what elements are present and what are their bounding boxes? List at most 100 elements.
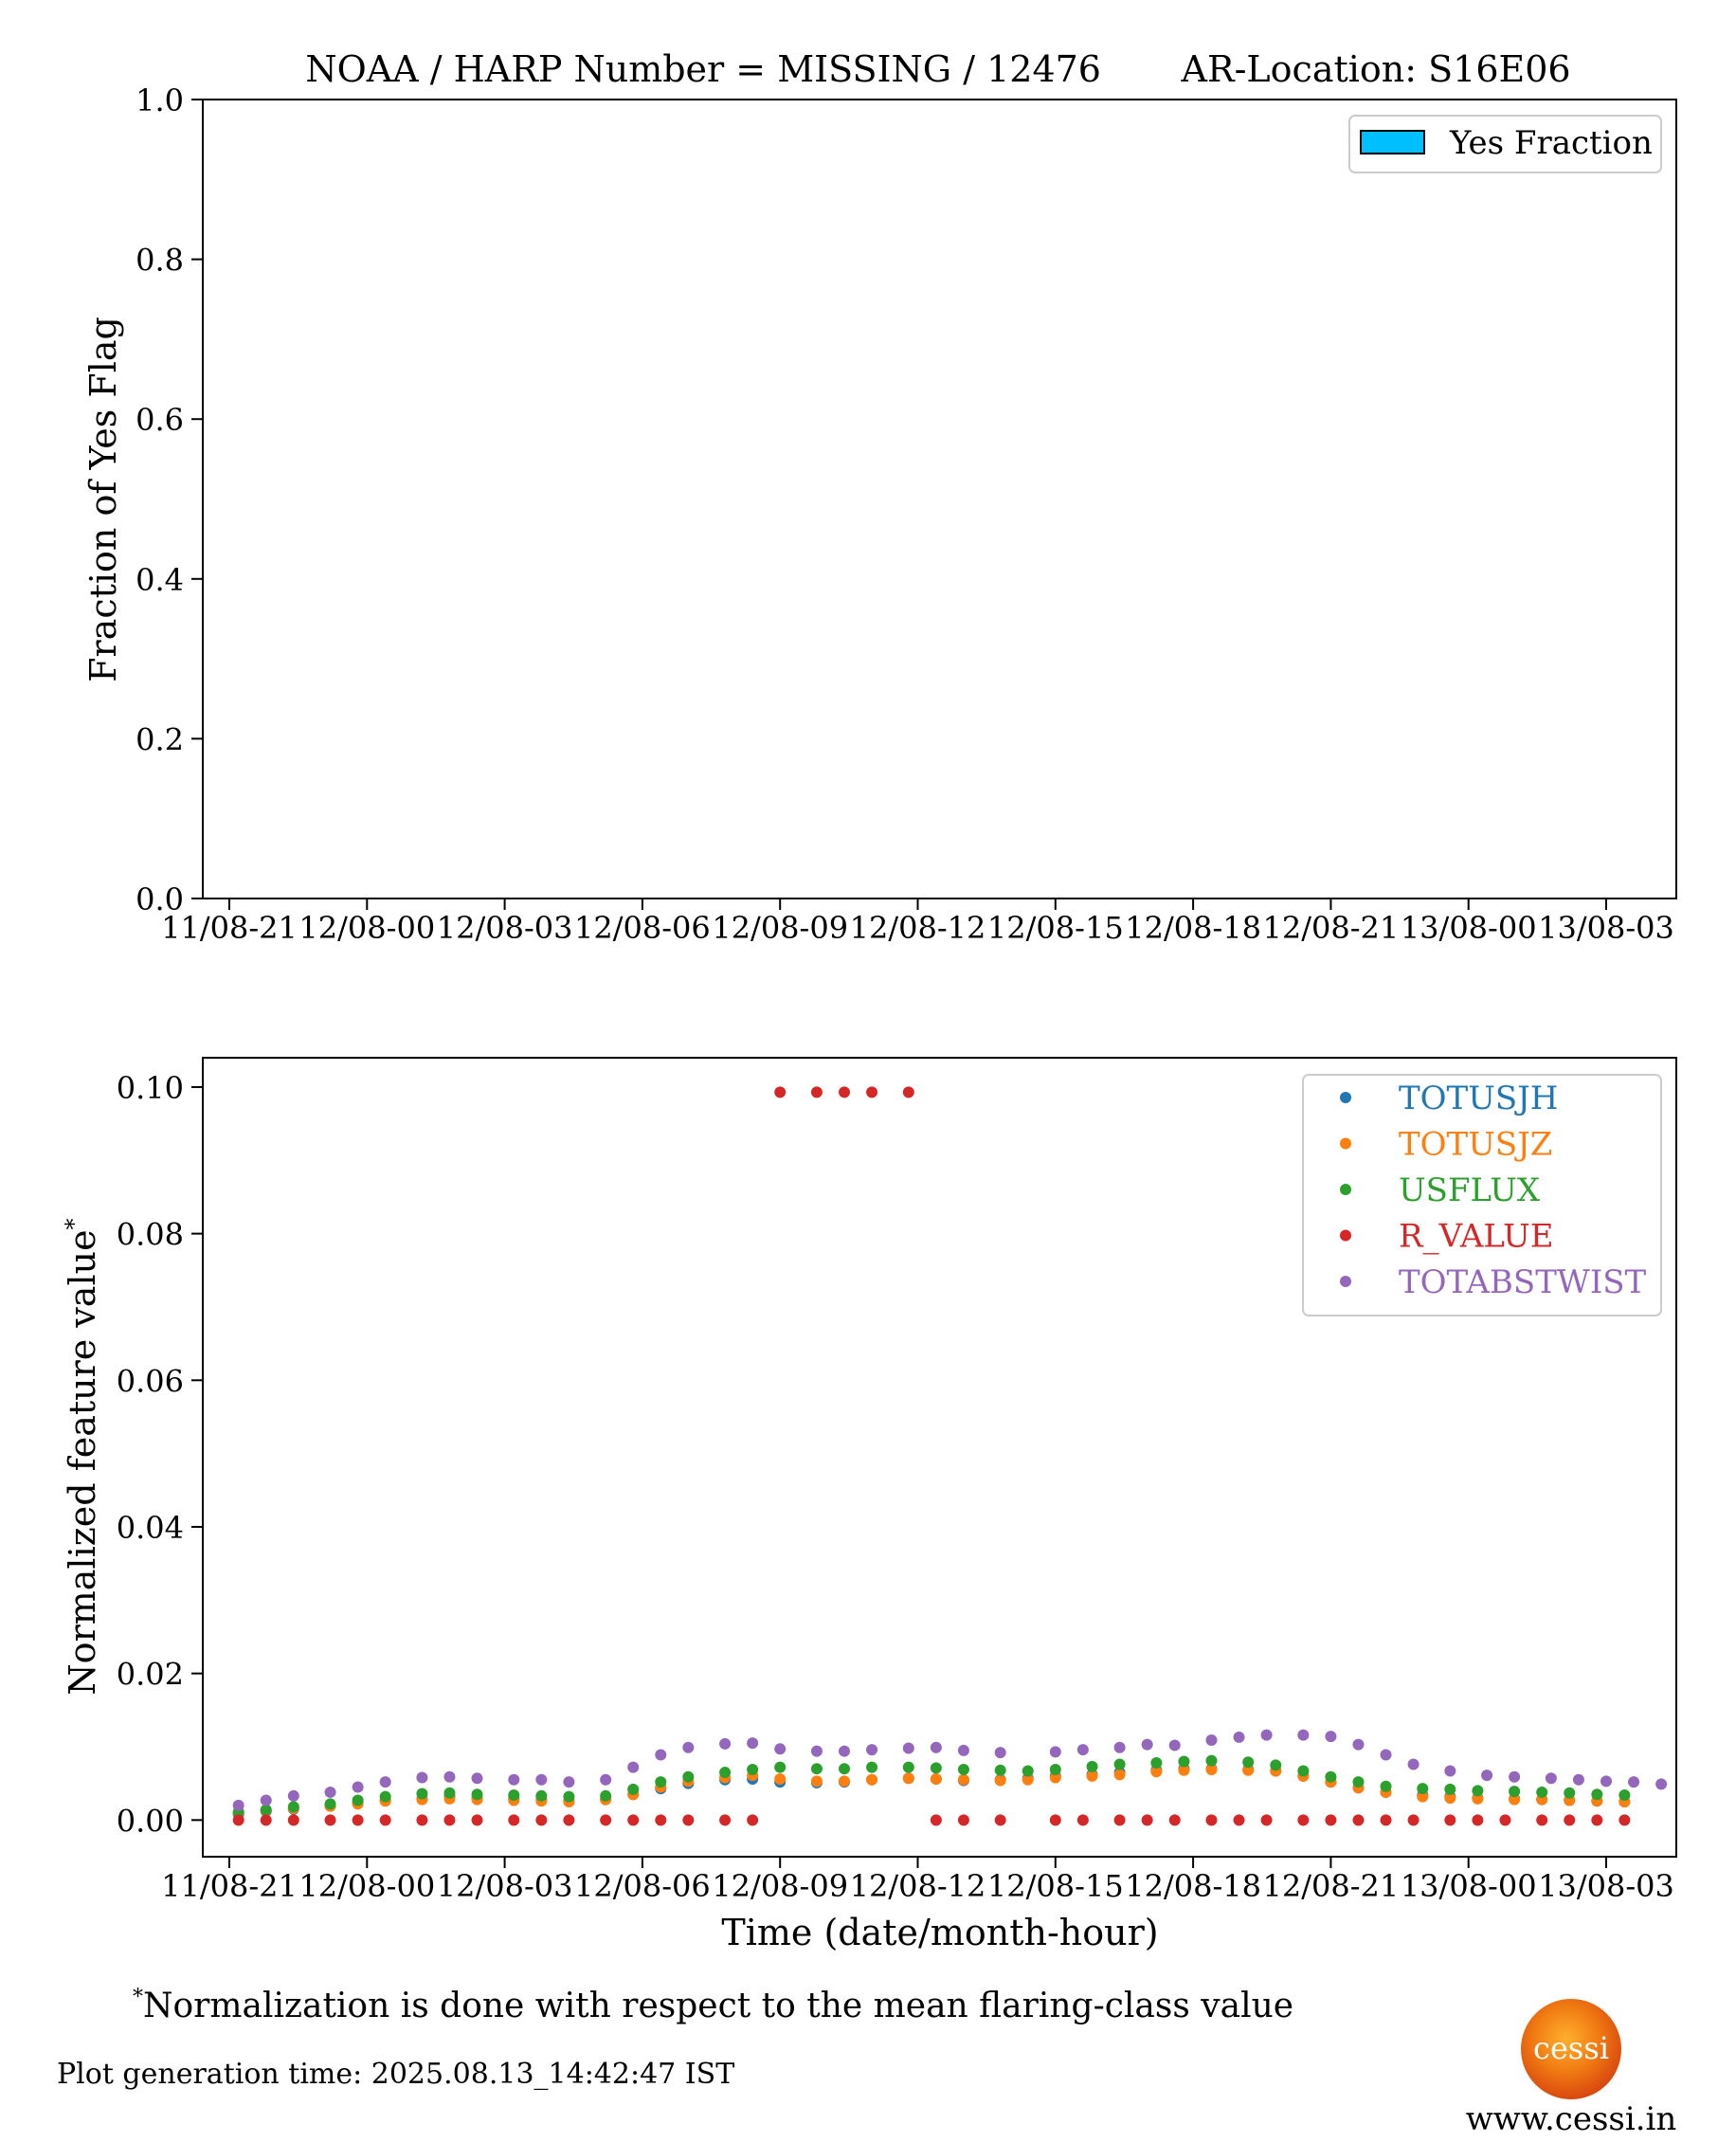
legend-marker [1340, 1137, 1351, 1150]
data-point [957, 1763, 969, 1775]
data-point [1444, 1765, 1456, 1777]
data-point [1325, 1770, 1337, 1783]
legend-marker [1340, 1229, 1351, 1242]
data-point [810, 1086, 823, 1098]
data-point [747, 1814, 759, 1826]
data-point [1086, 1770, 1098, 1782]
bottom-legend-entries: TOTUSJH TOTUSJZ USFLUX R_VALUE TOTABSTWIST [1340, 1080, 1647, 1301]
data-point [930, 1773, 942, 1786]
data-point [1325, 1814, 1337, 1826]
data-point [563, 1814, 575, 1826]
top-x-tick-label: 12/08-12 [850, 910, 986, 946]
data-point [1233, 1731, 1245, 1743]
data-point [1417, 1790, 1429, 1803]
data-point [747, 1763, 759, 1775]
top-axes-frame [202, 99, 1677, 899]
data-point [1380, 1749, 1392, 1761]
bottom-x-ticks: 11/08-21 12/08-00 12/08-03 12/08-06 12/08-09… [161, 1857, 1674, 1904]
bottom-legend: TOTUSJH TOTUSJZ USFLUX R_VALUE TOTABSTWIST [1302, 1074, 1662, 1316]
data-point [379, 1814, 391, 1826]
bottom-y-tick-label: 0.06 [117, 1363, 184, 1399]
series-totabstwist [232, 1729, 1668, 1811]
data-point [1049, 1771, 1061, 1784]
data-point [508, 1773, 520, 1786]
data-point [902, 1086, 914, 1098]
data-point [1242, 1756, 1255, 1769]
data-point [443, 1787, 456, 1799]
logo-url[interactable]: www.cessi.in [1466, 2100, 1677, 2138]
bottom-y-axis-label: Normalized feature value* [61, 1218, 103, 1695]
data-point [902, 1772, 914, 1785]
data-point [1150, 1757, 1163, 1770]
data-point [866, 1744, 878, 1756]
bottom-y-tick-label: 0.10 [117, 1070, 184, 1106]
data-point [260, 1814, 272, 1826]
data-point [1260, 1729, 1273, 1741]
data-point [1297, 1729, 1310, 1741]
data-point [1242, 1764, 1255, 1776]
data-point [1270, 1759, 1282, 1771]
bottom-x-tick-label: 12/08-15 [987, 1868, 1124, 1904]
data-point [1472, 1785, 1484, 1797]
top-x-tick-label: 12/08-15 [987, 910, 1124, 946]
data-point [774, 1743, 787, 1755]
data-point [957, 1744, 969, 1756]
data-point [902, 1761, 914, 1773]
top-x-tick-label: 12/08-18 [1125, 910, 1261, 946]
fraction-panel: 0.00.20.40.60.81.0 11/08-21 12/08-00 12/08… [82, 82, 1677, 946]
bottom-legend-frame [1302, 1074, 1662, 1316]
top-y-tick-label: 0.6 [136, 402, 184, 438]
data-point [866, 1086, 878, 1098]
data-point [1168, 1739, 1181, 1752]
data-point [443, 1770, 456, 1783]
data-point [1536, 1814, 1548, 1826]
data-point [379, 1790, 391, 1803]
data-point [1141, 1738, 1153, 1751]
sun-logo-icon [1521, 1999, 1621, 2099]
top-y-axis-label: Fraction of Yes Flag [82, 317, 124, 682]
data-point [535, 1814, 548, 1826]
data-point [563, 1790, 575, 1803]
data-point [930, 1814, 942, 1826]
bottom-y-tick-label: 0.02 [117, 1657, 184, 1693]
legend-label: TOTABSTWIST [1399, 1263, 1647, 1301]
data-point [1076, 1814, 1089, 1826]
bottom-y-tick-label: 0.04 [117, 1510, 184, 1546]
data-point [535, 1773, 548, 1786]
data-point [994, 1774, 1006, 1787]
bottom-x-tick-label: 13/08-00 [1401, 1868, 1537, 1904]
bottom-x-tick-label: 12/08-09 [712, 1868, 848, 1904]
bottom-x-tick-label: 12/08-12 [850, 1868, 986, 1904]
bottom-y-tick-label: 0.00 [117, 1803, 184, 1839]
data-point [682, 1814, 695, 1826]
data-point [232, 1814, 244, 1826]
data-point [1086, 1760, 1098, 1772]
data-point [810, 1775, 823, 1788]
top-legend-label: Yes Fraction [1449, 124, 1653, 162]
data-point [1049, 1763, 1061, 1775]
data-point [1600, 1775, 1612, 1788]
top-x-tick-label: 12/08-00 [298, 910, 435, 946]
data-point [324, 1814, 336, 1826]
data-point [1618, 1814, 1631, 1826]
data-point [1260, 1814, 1273, 1826]
legend-label: R_VALUE [1399, 1218, 1554, 1256]
data-point [1113, 1741, 1126, 1753]
top-x-tick-label: 12/08-09 [712, 910, 848, 946]
data-point [1444, 1792, 1456, 1805]
data-point [1472, 1814, 1484, 1826]
data-point [1444, 1783, 1456, 1795]
data-point [1572, 1773, 1584, 1786]
footnote-marker: * [133, 1986, 143, 2009]
data-point [600, 1789, 612, 1802]
data-point [994, 1747, 1006, 1759]
data-point [232, 1799, 244, 1811]
data-point [994, 1764, 1006, 1776]
data-point [1205, 1754, 1218, 1767]
bottom-y-ticks: 0.00 0.02 0.04 0.06 0.08 0.10 [117, 1070, 203, 1839]
data-point [1618, 1789, 1631, 1802]
data-point [1113, 1769, 1126, 1781]
data-point [1113, 1814, 1126, 1826]
data-point [627, 1814, 640, 1826]
figure-title: NOAA / HARP Number = MISSING / 12476 AR-… [305, 48, 1570, 90]
